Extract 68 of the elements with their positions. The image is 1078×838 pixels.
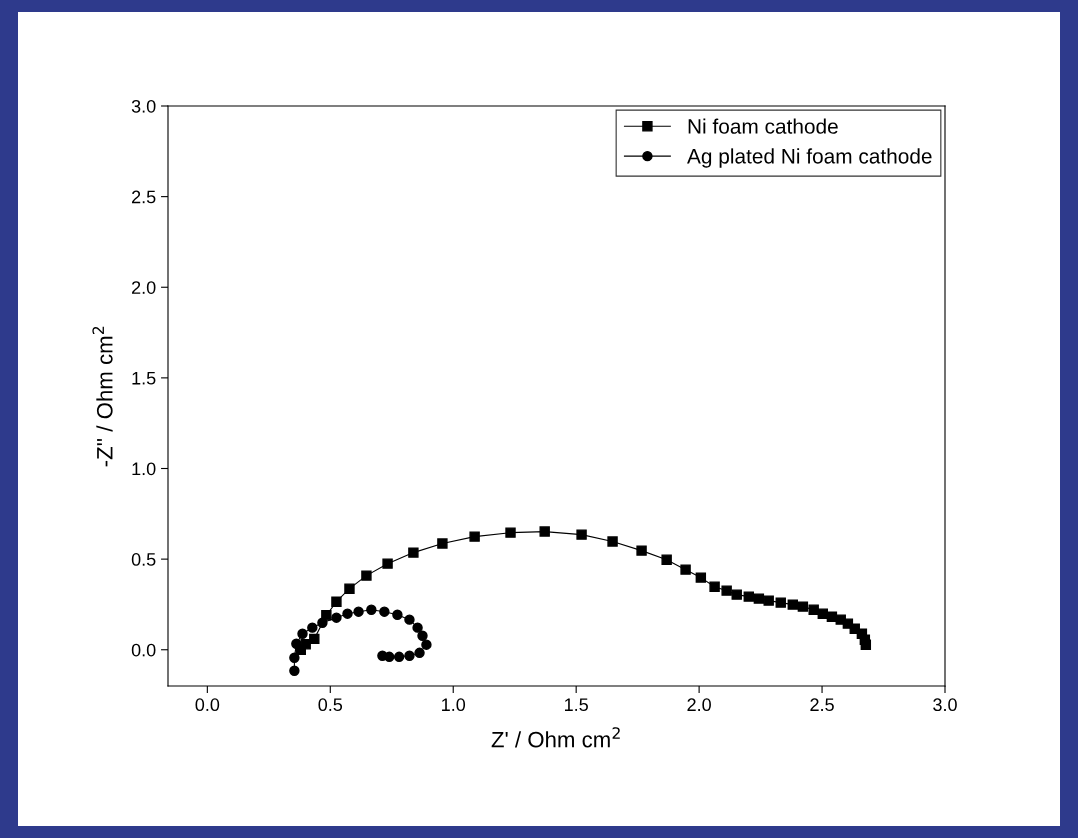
point bbox=[421, 639, 432, 650]
point bbox=[797, 601, 809, 612]
legend-label: Ag plated Ni foam cathode bbox=[687, 148, 932, 168]
point bbox=[353, 606, 364, 617]
point bbox=[539, 526, 550, 537]
point bbox=[377, 650, 388, 661]
y-tick-label: 0.0 bbox=[131, 643, 156, 657]
point bbox=[379, 606, 390, 617]
point bbox=[787, 599, 799, 610]
point bbox=[331, 612, 342, 623]
point bbox=[404, 650, 415, 661]
point bbox=[417, 630, 428, 642]
point bbox=[300, 639, 311, 650]
point bbox=[437, 538, 448, 549]
y-tick-label: 1.5 bbox=[132, 372, 156, 385]
point bbox=[721, 585, 732, 596]
point bbox=[412, 622, 423, 633]
point bbox=[404, 614, 415, 625]
point bbox=[342, 608, 353, 619]
x-tick-label: 2.5 bbox=[810, 698, 834, 712]
y-tick-label: 3.0 bbox=[131, 99, 156, 113]
point bbox=[392, 609, 403, 620]
point bbox=[393, 651, 405, 663]
point bbox=[307, 622, 318, 633]
x-tick-label: 1.5 bbox=[565, 698, 588, 712]
y-axis-title: -Z'' / Ohm cm$^{2}$ bbox=[92, 326, 113, 467]
point bbox=[414, 647, 425, 659]
y-tick-label: 2.0 bbox=[132, 281, 156, 294]
x-tick-label: 2.0 bbox=[687, 698, 711, 712]
point bbox=[753, 593, 765, 604]
point bbox=[309, 633, 320, 645]
point bbox=[695, 572, 707, 583]
point bbox=[366, 604, 377, 615]
point bbox=[505, 527, 516, 538]
point bbox=[775, 597, 786, 608]
point bbox=[661, 554, 672, 565]
point bbox=[607, 536, 618, 547]
point bbox=[763, 595, 774, 606]
point bbox=[709, 581, 720, 592]
y-tick-label: 1.0 bbox=[132, 462, 156, 476]
point bbox=[361, 570, 372, 581]
y-tick-label: 2.5 bbox=[132, 190, 156, 204]
point bbox=[317, 617, 328, 628]
point bbox=[408, 547, 419, 558]
point bbox=[331, 596, 342, 607]
x-tick-label: 0.5 bbox=[318, 698, 343, 712]
point bbox=[636, 545, 647, 556]
x-axis-title: Z' / Ohm cm$^{2}$ bbox=[491, 727, 620, 748]
point bbox=[860, 639, 872, 650]
point bbox=[680, 564, 691, 575]
x-tick-label: 0.0 bbox=[195, 698, 220, 712]
point bbox=[289, 665, 300, 676]
point bbox=[291, 638, 302, 649]
point bbox=[297, 628, 308, 640]
point bbox=[344, 583, 355, 594]
point bbox=[743, 591, 754, 602]
point bbox=[382, 558, 393, 569]
y-tick-label: 0.5 bbox=[131, 553, 156, 566]
point bbox=[321, 610, 332, 621]
point bbox=[576, 529, 587, 540]
point bbox=[808, 604, 819, 615]
x-tick-label: 1.0 bbox=[442, 698, 466, 712]
point bbox=[289, 652, 300, 663]
point bbox=[469, 531, 480, 542]
point bbox=[731, 589, 742, 600]
x-tick-label: 3.0 bbox=[933, 698, 957, 712]
point bbox=[817, 608, 829, 619]
legend-label: Ni foam cathode bbox=[688, 118, 838, 134]
